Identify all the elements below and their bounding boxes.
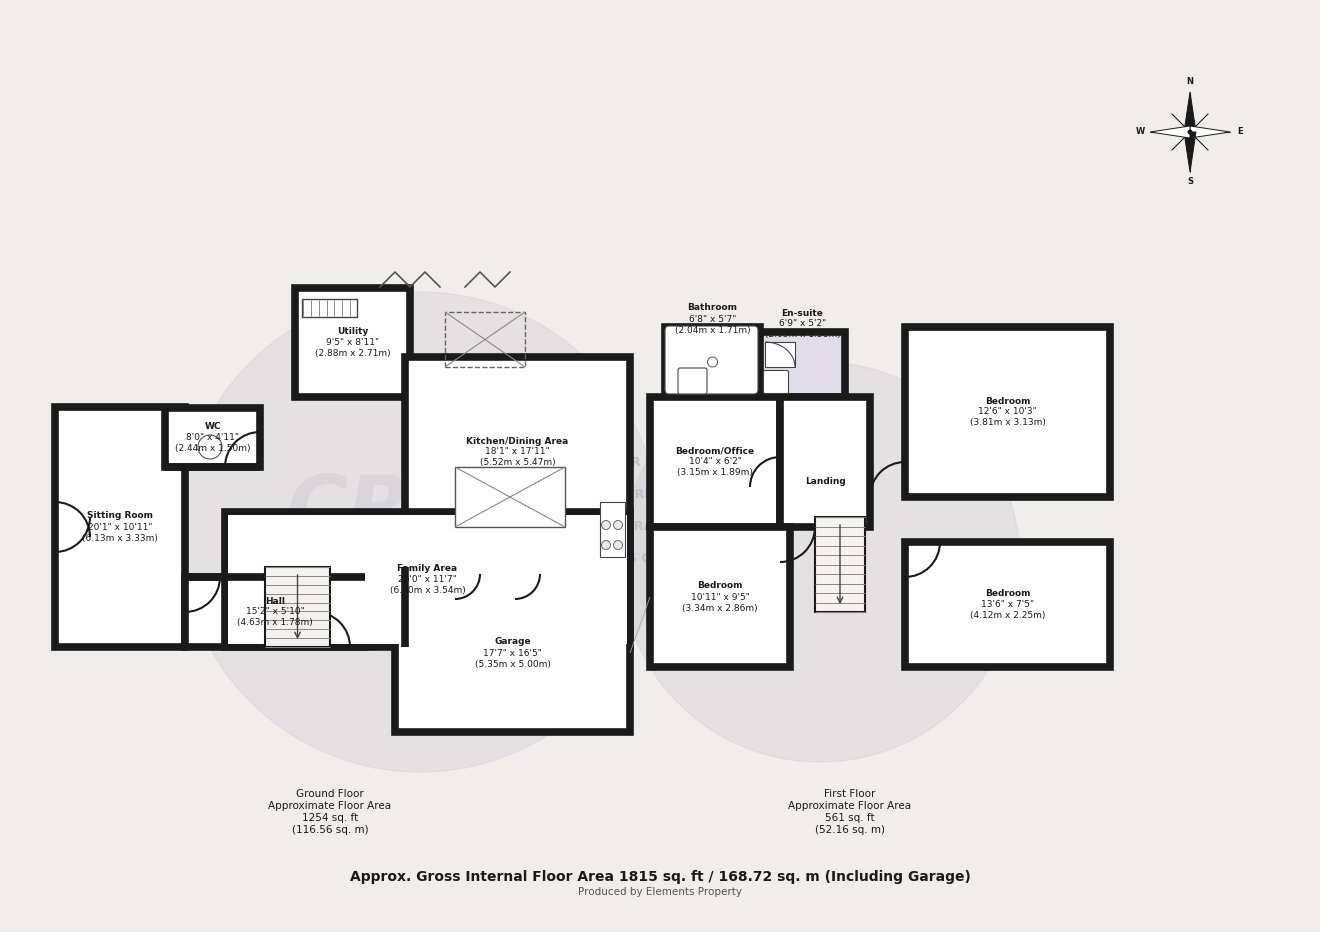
- Text: 20'1" x 10'11": 20'1" x 10'11": [87, 523, 152, 531]
- Circle shape: [180, 292, 660, 772]
- Text: Produced by Elements Property: Produced by Elements Property: [578, 887, 742, 897]
- Polygon shape: [1191, 126, 1230, 138]
- FancyBboxPatch shape: [763, 371, 788, 393]
- Text: Bedroom: Bedroom: [697, 582, 743, 591]
- Circle shape: [620, 362, 1020, 762]
- Text: (116.56 sq. m): (116.56 sq. m): [292, 825, 368, 835]
- Text: (3.81m x 3.13m): (3.81m x 3.13m): [970, 418, 1045, 428]
- Bar: [665, 327, 760, 397]
- Text: 17'7" x 16'5": 17'7" x 16'5": [483, 649, 543, 657]
- Bar: [228, 515, 627, 644]
- Text: W: W: [1135, 128, 1144, 136]
- Circle shape: [602, 541, 610, 550]
- Bar: [55, 407, 185, 647]
- Text: (52.16 sq. m): (52.16 sq. m): [814, 825, 884, 835]
- Text: (4.12m x 2.25m): (4.12m x 2.25m): [970, 611, 1045, 620]
- Bar: [395, 574, 630, 732]
- Circle shape: [1188, 130, 1192, 134]
- Bar: [601, 502, 624, 557]
- Bar: [224, 512, 630, 647]
- Circle shape: [614, 541, 623, 550]
- Text: First Floor: First Floor: [824, 789, 875, 799]
- Text: 15'2" x 5'10": 15'2" x 5'10": [246, 608, 305, 616]
- FancyBboxPatch shape: [678, 368, 708, 394]
- Text: Garage: Garage: [494, 637, 531, 647]
- Polygon shape: [1150, 126, 1191, 138]
- Text: 20'0" x 11'7": 20'0" x 11'7": [399, 575, 457, 584]
- Text: Approx. Gross Internal Floor Area 1815 sq. ft / 168.72 sq. m (Including Garage): Approx. Gross Internal Floor Area 1815 s…: [350, 870, 970, 884]
- Text: Utility: Utility: [337, 327, 368, 336]
- Text: 9'5" x 8'11": 9'5" x 8'11": [326, 338, 379, 347]
- Text: Bedroom/Office: Bedroom/Office: [676, 446, 755, 456]
- Text: N: N: [1187, 77, 1193, 87]
- Text: 10'4" x 6'2": 10'4" x 6'2": [689, 458, 742, 467]
- Text: (3.15m x 1.89m): (3.15m x 1.89m): [677, 469, 752, 477]
- Bar: [445, 312, 525, 367]
- Text: Ground Floor: Ground Floor: [296, 789, 364, 799]
- Text: HAS BEEN CREATED: HAS BEEN CREATED: [550, 487, 689, 500]
- Text: Hall: Hall: [265, 596, 285, 606]
- Text: (2.44m x 1.50m): (2.44m x 1.50m): [174, 444, 251, 453]
- Text: PURPOSES ONLY: PURPOSES ONLY: [562, 552, 677, 565]
- Text: Family Area: Family Area: [397, 564, 458, 573]
- Bar: [302, 299, 356, 317]
- Polygon shape: [1184, 92, 1196, 132]
- Text: En-suite: En-suite: [781, 308, 824, 318]
- Text: 18'1" x 17'11": 18'1" x 17'11": [486, 447, 550, 457]
- Bar: [780, 397, 870, 527]
- Text: E: E: [1237, 128, 1243, 136]
- Bar: [185, 577, 366, 647]
- Bar: [649, 397, 780, 527]
- Text: 1254 sq. ft: 1254 sq. ft: [302, 813, 358, 823]
- Text: S: S: [1187, 177, 1193, 186]
- Text: 8'0" x 4'11": 8'0" x 4'11": [186, 433, 239, 442]
- Bar: [265, 567, 330, 647]
- Text: Approximate Floor Area: Approximate Floor Area: [788, 801, 912, 811]
- Text: (6.13m x 3.33m): (6.13m x 3.33m): [82, 533, 158, 542]
- FancyBboxPatch shape: [665, 326, 758, 394]
- Bar: [649, 527, 789, 667]
- Circle shape: [198, 435, 222, 459]
- Text: WC: WC: [205, 422, 220, 431]
- Text: FOR ILLUSTRATION: FOR ILLUSTRATION: [553, 519, 686, 532]
- Bar: [906, 542, 1110, 667]
- Text: 6'8" x 5'7": 6'8" x 5'7": [689, 314, 737, 323]
- Text: 561 sq. ft: 561 sq. ft: [825, 813, 875, 823]
- Circle shape: [602, 520, 610, 529]
- Bar: [760, 332, 845, 397]
- Text: Kitchen/Dining Area: Kitchen/Dining Area: [466, 436, 569, 445]
- Text: (3.34m x 2.86m): (3.34m x 2.86m): [682, 604, 758, 612]
- Bar: [906, 327, 1110, 497]
- Bar: [766, 342, 795, 367]
- Bar: [294, 288, 411, 397]
- Text: (4.63m x 1.78m): (4.63m x 1.78m): [238, 619, 313, 627]
- Bar: [405, 357, 630, 567]
- Text: Bedroom: Bedroom: [985, 589, 1030, 598]
- Bar: [165, 408, 260, 467]
- Polygon shape: [1184, 132, 1196, 172]
- Text: (6.10m x 3.54m): (6.10m x 3.54m): [389, 586, 466, 595]
- Text: 6'9" x 5'2": 6'9" x 5'2": [779, 320, 826, 328]
- Text: (5.35m x 5.00m): (5.35m x 5.00m): [475, 660, 550, 668]
- Text: Residential: Residential: [255, 568, 446, 596]
- Text: (2.05m x 1.58m): (2.05m x 1.58m): [764, 331, 841, 339]
- Text: 10'11" x 9'5": 10'11" x 9'5": [690, 593, 750, 601]
- Text: THIS FLOOR PLAN: THIS FLOOR PLAN: [557, 456, 682, 469]
- Text: CR: CR: [288, 472, 413, 553]
- Text: (5.52m x 5.47m): (5.52m x 5.47m): [479, 459, 556, 468]
- Bar: [455, 467, 565, 527]
- Text: (2.88m x 2.71m): (2.88m x 2.71m): [314, 349, 391, 358]
- Text: Bedroom: Bedroom: [985, 396, 1030, 405]
- Circle shape: [614, 520, 623, 529]
- Circle shape: [708, 357, 718, 367]
- Bar: [814, 517, 865, 612]
- Text: Approximate Floor Area: Approximate Floor Area: [268, 801, 392, 811]
- Text: Bathroom: Bathroom: [688, 304, 738, 312]
- Text: 13'6" x 7'5": 13'6" x 7'5": [981, 600, 1034, 609]
- Text: Sitting Room: Sitting Room: [87, 512, 153, 520]
- Text: Landing: Landing: [805, 477, 845, 487]
- Text: 12'6" x 10'3": 12'6" x 10'3": [978, 407, 1038, 417]
- Text: (2.04m x 1.71m): (2.04m x 1.71m): [675, 325, 750, 335]
